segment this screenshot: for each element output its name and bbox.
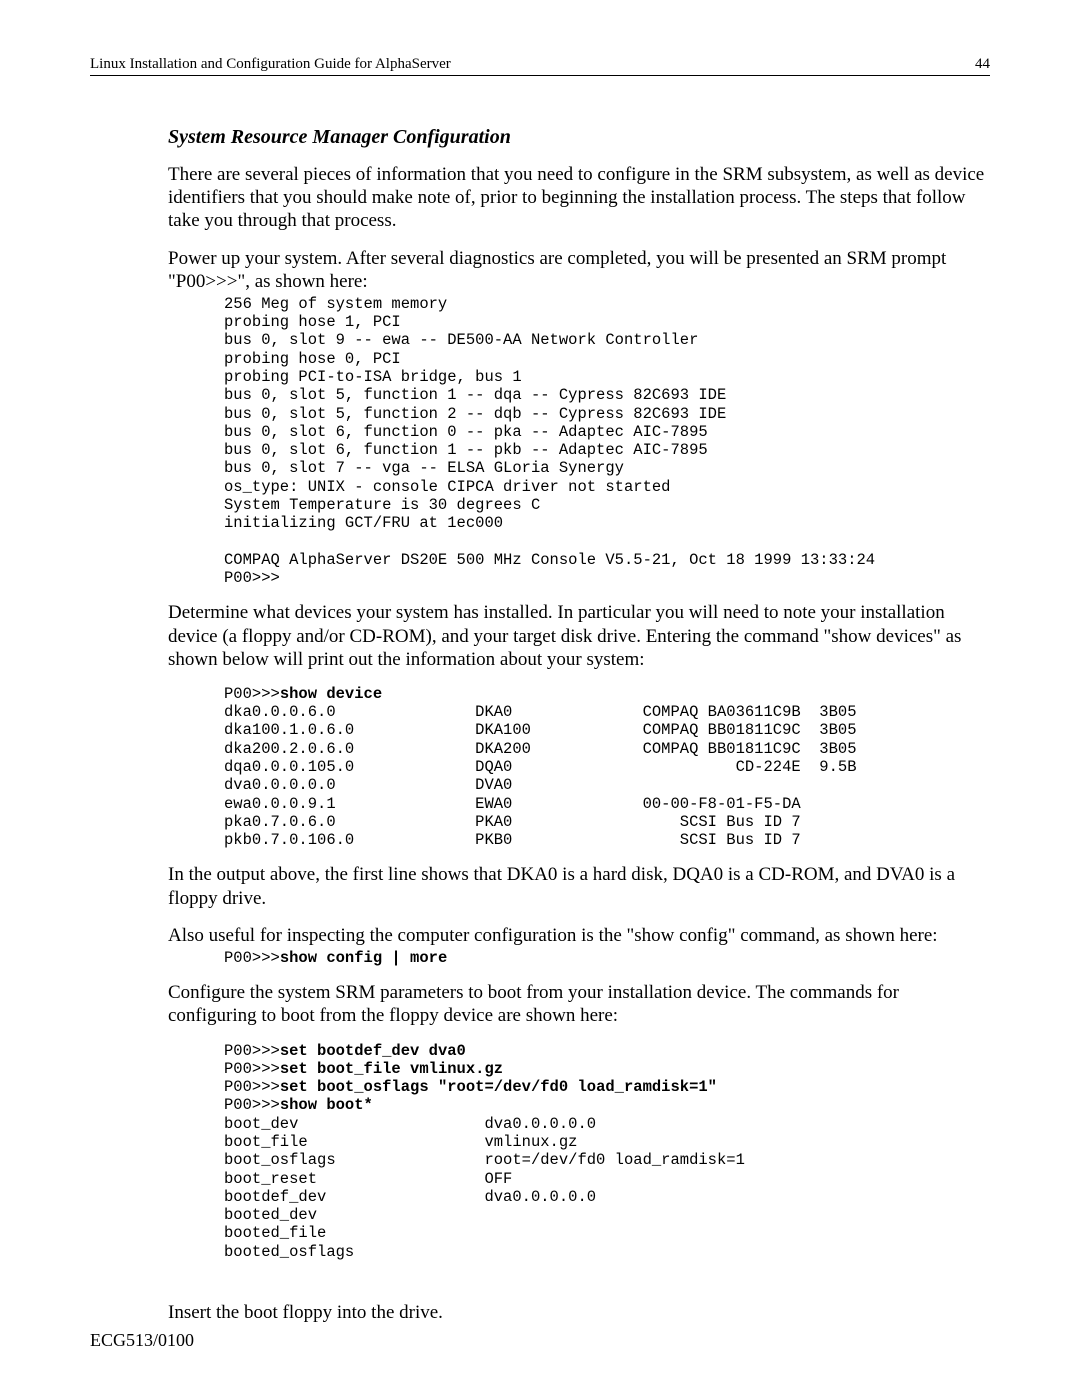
- command-output: boot_dev dva0.0.0.0.0 boot_file vmlinux.…: [224, 1115, 745, 1261]
- command: show device: [280, 685, 382, 703]
- show-device-output: P00>>>show device dka0.0.0.6.0 DKA0 COMP…: [224, 685, 990, 850]
- content-body: System Resource Manager Configuration Th…: [168, 126, 990, 1324]
- command: show boot*: [280, 1096, 373, 1114]
- boot-config-output: P00>>>set bootdef_dev dva0 P00>>>set boo…: [224, 1042, 990, 1261]
- paragraph: Insert the boot floppy into the drive.: [168, 1301, 990, 1324]
- command: set boot_osflags "root=/dev/fd0 load_ram…: [280, 1078, 717, 1096]
- page-number: 44: [975, 56, 990, 73]
- command-output: dka0.0.0.6.0 DKA0 COMPAQ BA03611C9B 3B05…: [224, 703, 857, 849]
- paragraph: Determine what devices your system has i…: [168, 601, 990, 671]
- prompt: P00>>>: [224, 949, 280, 967]
- prompt: P00>>>: [224, 685, 280, 703]
- prompt: P00>>>: [224, 1042, 280, 1060]
- srm-boot-output: 256 Meg of system memory probing hose 1,…: [224, 295, 990, 588]
- header-left: Linux Installation and Configuration Gui…: [90, 56, 451, 73]
- page-header: Linux Installation and Configuration Gui…: [90, 56, 990, 76]
- prompt: P00>>>: [224, 1096, 280, 1114]
- paragraph: Also useful for inspecting the computer …: [168, 924, 990, 947]
- paragraph: In the output above, the first line show…: [168, 863, 990, 909]
- prompt: P00>>>: [224, 1060, 280, 1078]
- prompt: P00>>>: [224, 1078, 280, 1096]
- paragraph: Configure the system SRM parameters to b…: [168, 981, 990, 1027]
- footer-id: ECG513/0100: [90, 1330, 194, 1351]
- paragraph: Power up your system. After several diag…: [168, 247, 990, 293]
- command: set bootdef_dev dva0: [280, 1042, 466, 1060]
- command: show config | more: [280, 949, 447, 967]
- command: set boot_file vmlinux.gz: [280, 1060, 503, 1078]
- paragraph: There are several pieces of information …: [168, 163, 990, 233]
- section-title: System Resource Manager Configuration: [168, 126, 990, 149]
- show-config-command: P00>>>show config | more: [224, 949, 990, 967]
- page: Linux Installation and Configuration Gui…: [0, 0, 1080, 1397]
